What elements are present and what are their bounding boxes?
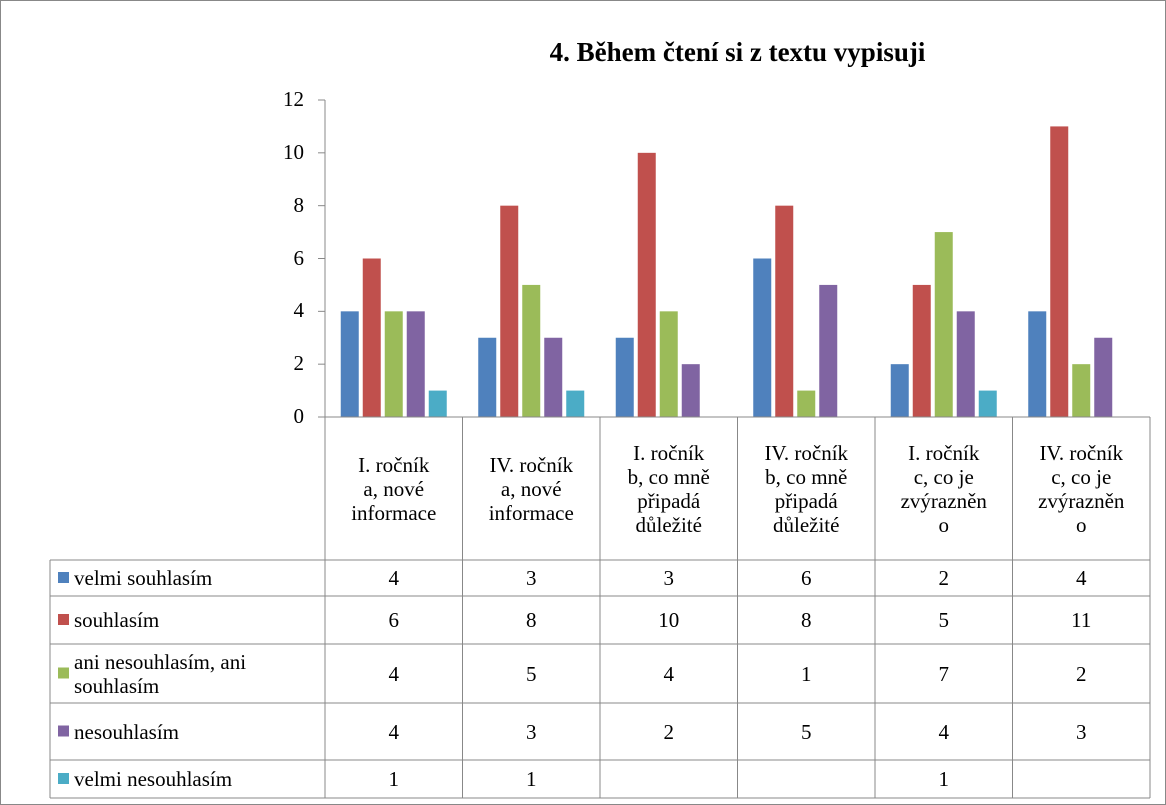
- legend-key: [58, 667, 69, 679]
- table-value: 5: [526, 661, 537, 686]
- bar: [659, 311, 678, 417]
- bar: [753, 258, 772, 417]
- table-value: 3: [526, 566, 537, 590]
- bar: [384, 311, 403, 417]
- y-tick-label: 2: [293, 351, 305, 376]
- bar: [362, 258, 381, 417]
- chart-title: 4. Během čtení si z textu vypisuji: [549, 37, 926, 67]
- x-tick-label: IV. ročník b, co mně připadá důležité: [764, 440, 849, 537]
- bar: [406, 311, 425, 417]
- legend-key: [58, 614, 69, 625]
- legend-label: velmi nesouhlasím: [74, 767, 233, 791]
- table-value: 1: [388, 767, 400, 791]
- y-tick-label: 0: [293, 404, 305, 428]
- bar: [819, 284, 838, 417]
- bar: [615, 337, 634, 417]
- legend-key: [58, 725, 69, 737]
- bar: [681, 364, 700, 417]
- table-value: 11: [1071, 608, 1092, 632]
- bar: [428, 390, 447, 417]
- table-value: 4: [938, 719, 950, 744]
- bar: [1072, 364, 1091, 417]
- y-tick-label: 4: [293, 298, 305, 323]
- x-tick-label: I. ročník c, co je zvýrazněn o: [900, 440, 987, 537]
- table-value: 8: [526, 608, 537, 632]
- table-value: 6: [388, 608, 400, 632]
- x-tick-label: I. ročník b, co mně připadá důležité: [627, 440, 710, 537]
- bar: [340, 311, 359, 417]
- x-tick-label: I. ročník a, nové informace: [351, 452, 437, 525]
- table-value: 5: [938, 608, 950, 632]
- table-value: 10: [658, 608, 680, 632]
- y-tick-label: 8: [293, 192, 305, 217]
- table-value: 3: [1076, 719, 1087, 744]
- bar: [797, 390, 816, 417]
- bar: [890, 364, 909, 417]
- bar: [544, 337, 563, 417]
- table-value: 6: [801, 566, 812, 590]
- table-value: 4: [388, 719, 400, 744]
- bar: [775, 205, 794, 417]
- table-value: 5: [801, 719, 812, 744]
- table-value: 4: [388, 566, 400, 590]
- bar: [934, 232, 953, 417]
- table-value: 3: [526, 719, 537, 744]
- table-value: 8: [801, 608, 812, 632]
- legend-label: ani nesouhlasím, ani souhlasím: [74, 649, 247, 698]
- legend-label: souhlasím: [74, 608, 160, 632]
- y-tick-label: 12: [283, 87, 304, 111]
- bar: [637, 152, 656, 418]
- bar: [978, 390, 997, 417]
- x-tick-label: IV. ročník a, nové informace: [488, 452, 574, 525]
- legend-key: [58, 572, 69, 583]
- legend-label: nesouhlasím: [74, 719, 179, 744]
- bar: [1050, 126, 1069, 418]
- bar: [566, 390, 585, 417]
- bar: [956, 311, 975, 417]
- bar: [478, 337, 497, 417]
- table-value: 2: [938, 566, 950, 590]
- table-value: 1: [801, 661, 812, 686]
- table-value: 3: [663, 566, 675, 590]
- table-value: 2: [663, 719, 675, 744]
- y-tick-label: 10: [283, 139, 304, 164]
- bar: [522, 284, 541, 417]
- table-value: 4: [663, 661, 675, 686]
- bar: [500, 205, 519, 417]
- table-value: 1: [526, 767, 537, 791]
- y-tick-label: 6: [293, 245, 305, 270]
- table-value: 2: [1076, 661, 1087, 686]
- table-value: 4: [388, 661, 400, 686]
- table-value: 1: [938, 767, 950, 791]
- bar: [1028, 311, 1047, 417]
- legend-label: velmi souhlasím: [74, 566, 213, 590]
- bar: [1094, 337, 1113, 417]
- bar: [912, 284, 931, 417]
- legend-key: [58, 773, 69, 784]
- table-value: 7: [938, 661, 950, 686]
- table-value: 4: [1076, 566, 1087, 590]
- x-tick-label: IV. ročník c, co je zvýrazněn o: [1038, 440, 1125, 537]
